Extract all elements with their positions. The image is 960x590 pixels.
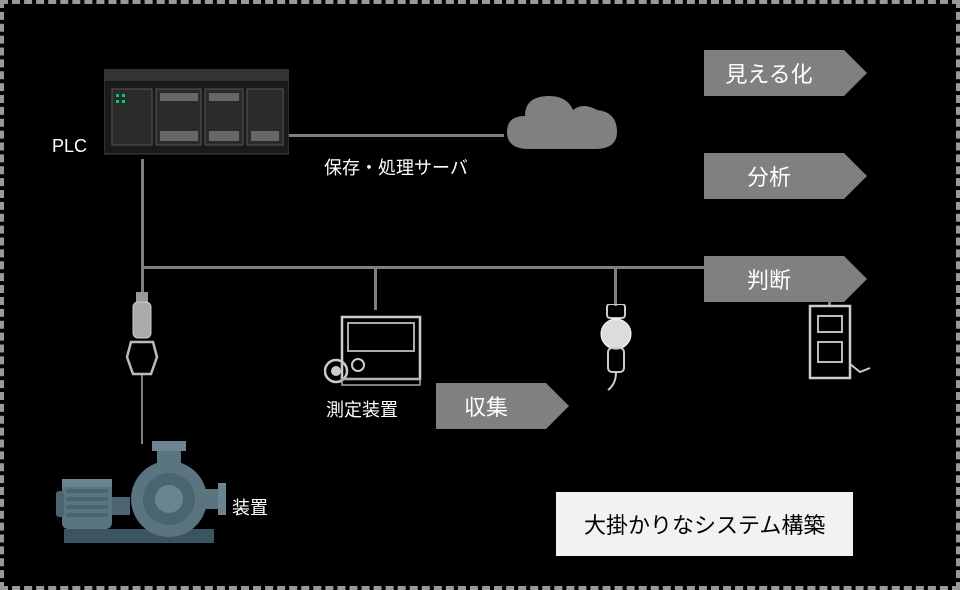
meter-icon bbox=[324, 309, 429, 394]
plc-node bbox=[104, 69, 289, 159]
arrow-analyze-text: 分析 bbox=[747, 160, 791, 192]
caption-box: 大掛かりなシステム構築 bbox=[556, 492, 853, 556]
line-to-meter bbox=[374, 266, 377, 310]
sensor1-node bbox=[117, 292, 167, 387]
cloud-icon bbox=[499, 84, 624, 169]
arrow-visualize: 見える化 bbox=[704, 50, 844, 96]
arrow-judge: 判断 bbox=[704, 256, 844, 302]
server-label: 保存・処理サーバ bbox=[324, 154, 468, 180]
diagram-container: PLC 保存・処理サーバ 見える化 分析 判断 収集 bbox=[0, 0, 960, 590]
sensor2-node bbox=[594, 304, 639, 399]
sensor3-icon bbox=[804, 304, 874, 392]
sensor2-icon bbox=[594, 304, 639, 394]
arrow-collect: 収集 bbox=[436, 383, 546, 429]
arrow-visualize-text: 見える化 bbox=[725, 57, 812, 89]
arrow-collect-text: 収集 bbox=[464, 390, 508, 422]
line-plc-cloud bbox=[284, 134, 504, 137]
pump-node bbox=[54, 439, 229, 559]
cloud-node bbox=[499, 84, 624, 174]
plc-label: PLC bbox=[52, 136, 87, 157]
line-to-sensor2 bbox=[614, 266, 617, 306]
sensor1-icon bbox=[117, 292, 167, 382]
line-plc-down bbox=[141, 159, 144, 294]
device-label: 装置 bbox=[232, 494, 268, 520]
arrow-judge-text: 判断 bbox=[747, 263, 791, 295]
meter-label: 測定装置 bbox=[326, 396, 398, 422]
plc-icon bbox=[104, 69, 289, 159]
pump-icon bbox=[54, 439, 229, 554]
caption-text: 大掛かりなシステム構築 bbox=[584, 513, 825, 538]
meter-node bbox=[324, 309, 429, 399]
arrow-analyze: 分析 bbox=[704, 153, 844, 199]
sensor3-node bbox=[804, 304, 874, 397]
